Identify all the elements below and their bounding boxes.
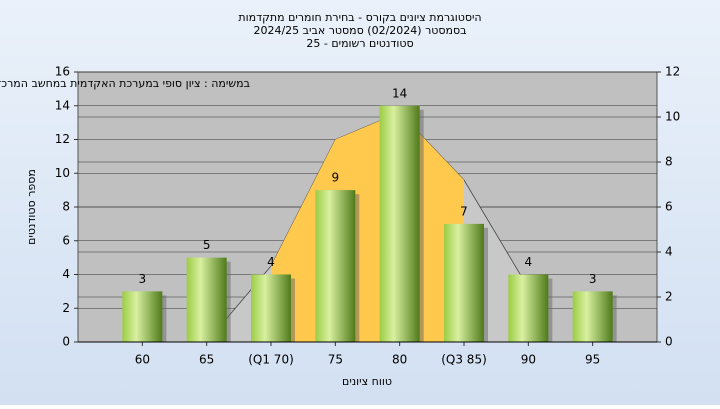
- y2-tick-label: 6: [665, 200, 673, 214]
- y-tick-label: 2: [62, 301, 70, 315]
- x-tick-label: 60: [135, 353, 150, 367]
- y-tick-label: 10: [55, 166, 70, 180]
- x-tick-label: 80: [392, 353, 407, 367]
- data-label: 9: [332, 171, 340, 185]
- y2-tick-label: 10: [665, 110, 680, 124]
- y-axis-label: מספר סטודנטים: [25, 169, 38, 245]
- y2-tick-label: 2: [665, 290, 673, 304]
- data-label: 4: [525, 255, 533, 269]
- bar: [251, 274, 291, 342]
- y-tick-label: 12: [55, 132, 70, 146]
- data-label: 7: [460, 204, 468, 218]
- bar: [186, 257, 227, 342]
- bar: [444, 223, 484, 342]
- y-tick-label: 8: [62, 200, 70, 214]
- data-label: 5: [203, 238, 211, 252]
- x-tick-label: (Q1 70): [248, 353, 294, 367]
- chart-title: סטודנטים רשומים - 25: [306, 37, 413, 50]
- y2-tick-label: 0: [665, 335, 673, 349]
- y-tick-label: 14: [55, 98, 70, 112]
- y-tick-label: 4: [62, 267, 70, 281]
- y2-tick-label: 8: [665, 155, 673, 169]
- annotation: במשימה : ציון סופי במערכת האקדמית במחשב …: [0, 77, 250, 90]
- x-tick-label: 65: [199, 353, 214, 367]
- data-label: 14: [392, 86, 407, 100]
- y2-tick-label: 4: [665, 245, 673, 259]
- data-label: 3: [139, 272, 147, 286]
- y-tick-label: 6: [62, 233, 70, 247]
- chart-title: היסטוגרמת ציונים בקורס - בחירת חומרים מת…: [238, 11, 481, 24]
- y-tick-label: 0: [62, 335, 70, 349]
- data-label: 4: [267, 255, 275, 269]
- chart-title: בסמסטר (02/2024) סמסטר אביב 2024/25: [253, 24, 466, 37]
- bar: [508, 274, 549, 342]
- x-tick-label: 95: [585, 353, 600, 367]
- y-tick-label: 16: [55, 65, 70, 79]
- y2-tick-label: 12: [665, 65, 680, 79]
- x-tick-label: (Q3 85): [441, 353, 487, 367]
- x-axis-label: טווח ציונים: [342, 375, 392, 388]
- bar: [315, 190, 356, 342]
- bar: [572, 291, 613, 342]
- x-tick-label: 75: [328, 353, 343, 367]
- bar: [379, 105, 420, 342]
- x-tick-label: 90: [521, 353, 536, 367]
- data-label: 3: [589, 272, 597, 286]
- bar: [122, 291, 163, 342]
